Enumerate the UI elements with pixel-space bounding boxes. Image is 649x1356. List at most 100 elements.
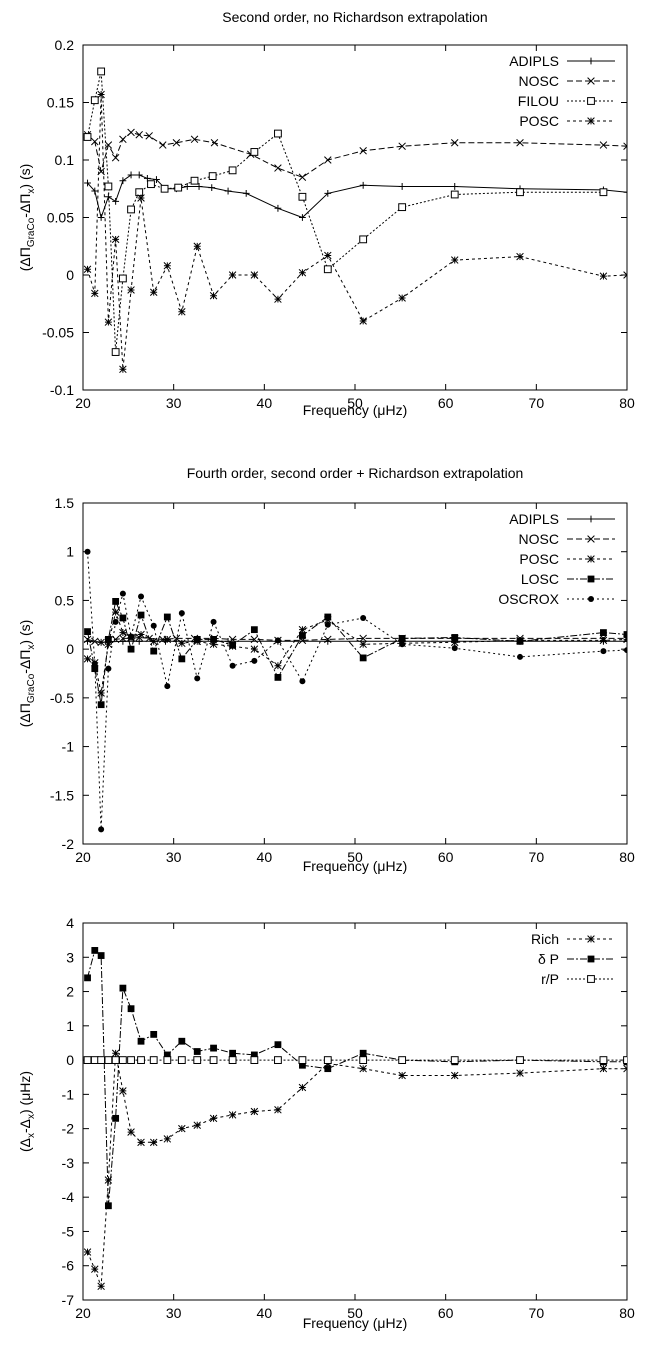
data-point — [97, 67, 106, 76]
x-tick-label: 40 — [257, 849, 273, 865]
data-point — [229, 1049, 236, 1057]
data-point — [193, 1121, 201, 1129]
data-point — [159, 141, 167, 149]
y-tick-label: -0.05 — [42, 325, 74, 341]
data-point — [250, 271, 259, 279]
x-tick-label: 20 — [75, 395, 91, 411]
y-tick-label: -0.1 — [50, 382, 74, 398]
y-tick-label: 3 — [66, 949, 74, 965]
data-point — [228, 271, 237, 279]
data-point — [127, 1005, 135, 1013]
data-point — [450, 256, 459, 264]
data-point — [119, 135, 127, 144]
data-point — [104, 636, 112, 643]
data-point — [178, 1037, 186, 1045]
x-tick-label: 70 — [529, 395, 545, 411]
x-tick-label: 20 — [75, 1305, 91, 1321]
data-point — [83, 1248, 92, 1256]
data-point — [190, 135, 199, 144]
data-point — [623, 631, 627, 638]
data-point — [516, 1056, 524, 1064]
data-point — [210, 636, 217, 643]
data-point — [119, 365, 127, 374]
data-point — [324, 621, 331, 628]
data-point — [178, 639, 186, 648]
data-point — [359, 235, 368, 244]
legend-marker — [587, 935, 595, 943]
data-point — [111, 1056, 120, 1064]
x-axis-label: Frequency (μHz) — [303, 858, 408, 874]
legend-marker — [587, 515, 595, 523]
data-point — [623, 142, 627, 150]
data-point — [450, 638, 459, 647]
data-point — [228, 1111, 237, 1119]
legend-marker — [587, 77, 595, 85]
data-point — [127, 171, 135, 179]
data-point — [228, 166, 237, 175]
data-point — [149, 1056, 158, 1064]
data-point — [242, 189, 250, 197]
data-point — [119, 590, 126, 597]
x-tick-label: 50 — [347, 849, 363, 865]
data-point — [104, 640, 113, 649]
x-tick-label: 60 — [438, 395, 454, 411]
data-point — [111, 1049, 120, 1057]
data-point — [398, 183, 406, 190]
data-point — [104, 1202, 112, 1210]
data-point — [119, 177, 127, 185]
chart-frequency-difference: 20 30 40 50 60 70 80 -7 -6 -5 -4 -3 -2 -1 0 1 2 3 4 Frequen… — [17, 915, 635, 1331]
data-point — [600, 629, 607, 636]
legend-label: FILOU — [518, 93, 559, 109]
data-point — [359, 654, 367, 662]
data-point — [298, 173, 307, 182]
chart-title: Second order, no Richardson extrapolatio… — [222, 9, 487, 25]
data-point — [299, 678, 306, 685]
data-point — [149, 1138, 158, 1147]
series-line-ADIPLS — [87, 174, 627, 220]
data-point — [274, 673, 282, 681]
data-point — [97, 214, 105, 221]
data-point — [450, 190, 459, 199]
data-point — [299, 214, 306, 221]
x-axis-label: Frequency (μHz) — [303, 1315, 408, 1331]
series-line-δ P — [87, 949, 627, 1206]
data-point — [599, 141, 608, 149]
data-point — [193, 1048, 201, 1055]
series-group — [83, 67, 627, 374]
data-point — [127, 128, 135, 137]
legend-label: δ P — [538, 951, 559, 967]
x-tick-label: 80 — [619, 849, 635, 865]
x-tick-label: 40 — [257, 395, 273, 411]
x-tick-label: 20 — [75, 849, 91, 865]
data-point — [451, 634, 459, 641]
data-point — [274, 1056, 282, 1064]
y-tick-label: 1 — [66, 1018, 74, 1034]
data-point — [250, 1107, 259, 1116]
legend-marker — [587, 535, 595, 543]
data-point — [209, 1114, 218, 1123]
data-point — [250, 635, 259, 644]
y-tick-label: -5 — [62, 1223, 75, 1239]
data-point — [163, 262, 172, 270]
data-point — [274, 129, 282, 138]
data-point — [516, 1069, 524, 1077]
data-point — [127, 286, 135, 294]
data-point — [111, 608, 120, 616]
data-point — [84, 548, 91, 555]
data-point — [599, 1056, 608, 1064]
data-point — [298, 1083, 307, 1092]
data-point — [451, 645, 458, 652]
data-point — [298, 268, 307, 277]
data-point — [111, 153, 120, 162]
data-point — [398, 1071, 406, 1080]
legend-marker — [587, 575, 595, 583]
data-point — [112, 198, 120, 205]
data-point — [210, 1044, 217, 1052]
data-point — [112, 618, 119, 625]
x-tick-label: 60 — [438, 1305, 454, 1321]
y-tick-label: 0 — [66, 1052, 74, 1068]
y-tick-label: -3 — [62, 1155, 75, 1171]
data-point — [516, 637, 524, 645]
chart-title: Fourth order, second order + Richardson … — [187, 465, 524, 481]
